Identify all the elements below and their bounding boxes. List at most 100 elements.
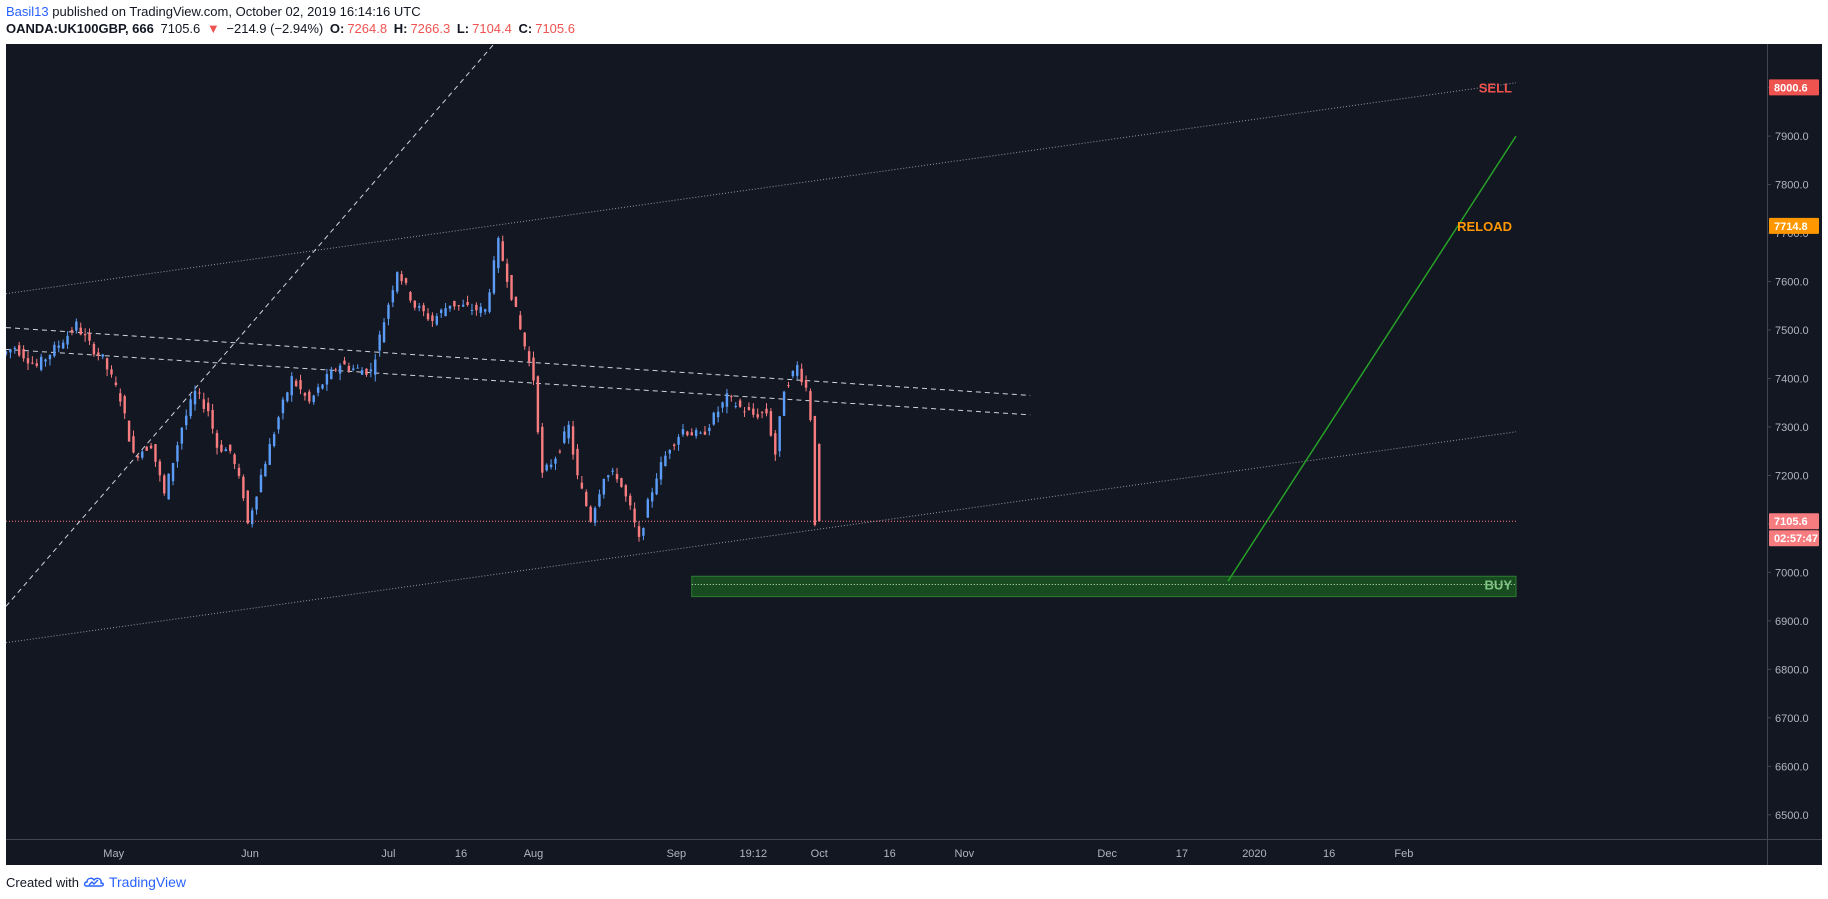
price-tag-sell: 8000.6 [1774, 82, 1808, 94]
x-tick-label: Jul [381, 848, 395, 860]
footer: Created with TradingView [6, 873, 186, 891]
candle-body [31, 362, 34, 364]
candle-body [497, 237, 500, 269]
trendline-5[interactable] [6, 44, 495, 607]
candle-body [721, 402, 724, 408]
candle-body [519, 315, 522, 330]
trendline-4[interactable] [6, 348, 1031, 416]
candle-body [44, 359, 47, 362]
candle-body [48, 354, 52, 360]
x-tick-label: 19:12 [740, 848, 768, 860]
candle-body [567, 424, 570, 439]
y-tick-label: 7300.0 [1775, 422, 1809, 434]
candle-body [646, 499, 650, 518]
candle-body [176, 445, 179, 462]
candle-body [158, 461, 162, 476]
y-tick-label: 6600.0 [1775, 761, 1809, 773]
x-tick-label: 2020 [1242, 848, 1266, 860]
buy-zone[interactable] [691, 575, 1517, 598]
candle-body [211, 409, 214, 429]
candle-body [492, 260, 496, 294]
candle-body [479, 306, 482, 313]
high-value: 7266.3 [410, 21, 451, 36]
candle-body [97, 352, 100, 356]
candle-body [303, 392, 307, 396]
candle-body [738, 400, 742, 407]
author-link[interactable]: Basil13 [6, 4, 49, 19]
candle-body [694, 430, 698, 436]
candle-body [620, 478, 623, 487]
chart-background [6, 44, 1822, 865]
symbol-name[interactable]: OANDA:UK100GBP, 666 [6, 21, 154, 36]
high-label: H: [393, 21, 408, 36]
candle-body [215, 432, 219, 448]
x-tick-label: 16 [1323, 848, 1335, 860]
candle-body [782, 391, 786, 416]
candle-body [396, 272, 399, 292]
y-tick-label: 7000.0 [1775, 567, 1809, 579]
candle-body [593, 508, 597, 523]
trendline-6[interactable] [1227, 135, 1517, 582]
candle-body [202, 399, 206, 409]
candle-body [141, 451, 144, 458]
candle-body [708, 427, 711, 432]
candle-body [444, 308, 447, 317]
candle-body [61, 342, 65, 349]
trendline-2[interactable] [6, 82, 1517, 295]
candle-body [426, 313, 430, 320]
y-tick-label: 7800.0 [1775, 180, 1809, 192]
price-axis[interactable]: 6500.06600.06700.06800.06900.07000.07100… [1767, 79, 1819, 822]
candle-body [712, 412, 715, 425]
price-tag-reload-bg [1769, 217, 1819, 234]
candle-body [123, 396, 126, 414]
candle-body [356, 367, 359, 369]
candle-body [347, 365, 351, 371]
candle-body [330, 369, 333, 380]
x-tick-label: Oct [811, 848, 828, 860]
tradingview-link[interactable]: TradingView [108, 874, 187, 890]
candle-body [686, 431, 689, 436]
candle-body [756, 414, 759, 418]
candle-body [180, 427, 184, 444]
price-tag-sell-bg [1769, 79, 1819, 96]
candle-body [672, 444, 676, 446]
candle-body [374, 359, 377, 375]
candle-body [615, 474, 619, 480]
candle-body [699, 432, 702, 434]
candle-body [435, 316, 439, 325]
candle-body [650, 492, 654, 502]
candle-body [127, 420, 131, 442]
candle-body [431, 315, 434, 322]
overlay-layer: SELL RELOAD BUY [6, 80, 1516, 593]
candle-body [488, 292, 491, 312]
candle-body [690, 432, 693, 436]
candle-body [422, 305, 425, 312]
time-axis[interactable]: May Jun Jul 16 Aug Sep 19:12 Oct 16 Nov Dec 17 2020 1… [103, 848, 1413, 860]
candle-body [352, 368, 355, 370]
candle-body [242, 476, 245, 499]
candle-body [281, 399, 285, 414]
candle-body [510, 275, 513, 300]
x-tick-label: Feb [1394, 848, 1413, 860]
candle-body [800, 368, 803, 383]
candle-body [378, 334, 381, 351]
price-chart[interactable]: SELL RELOAD BUY 6500.0 6600.0 6700.0 6800.0 69… [6, 44, 1822, 865]
candle-body [532, 357, 535, 381]
candle-body [418, 306, 421, 308]
x-tick-label: 17 [1176, 848, 1188, 860]
publish-info: Basil13 published on TradingView.com, Oc… [6, 4, 421, 20]
candle-body [624, 485, 628, 497]
candle-body [189, 399, 192, 417]
trendline-1[interactable] [6, 431, 1517, 644]
candle-body [246, 490, 249, 524]
low-label: L: [456, 21, 470, 36]
candle-body [576, 448, 579, 476]
candle-body [17, 345, 21, 356]
x-tick-label: 16 [455, 848, 467, 860]
open-value: 7264.8 [347, 21, 388, 36]
candle-body [57, 345, 60, 348]
trendline-3[interactable] [6, 327, 1031, 396]
candle-body [778, 416, 781, 452]
x-tick-label: Jun [241, 848, 259, 860]
candle-body [760, 411, 764, 413]
